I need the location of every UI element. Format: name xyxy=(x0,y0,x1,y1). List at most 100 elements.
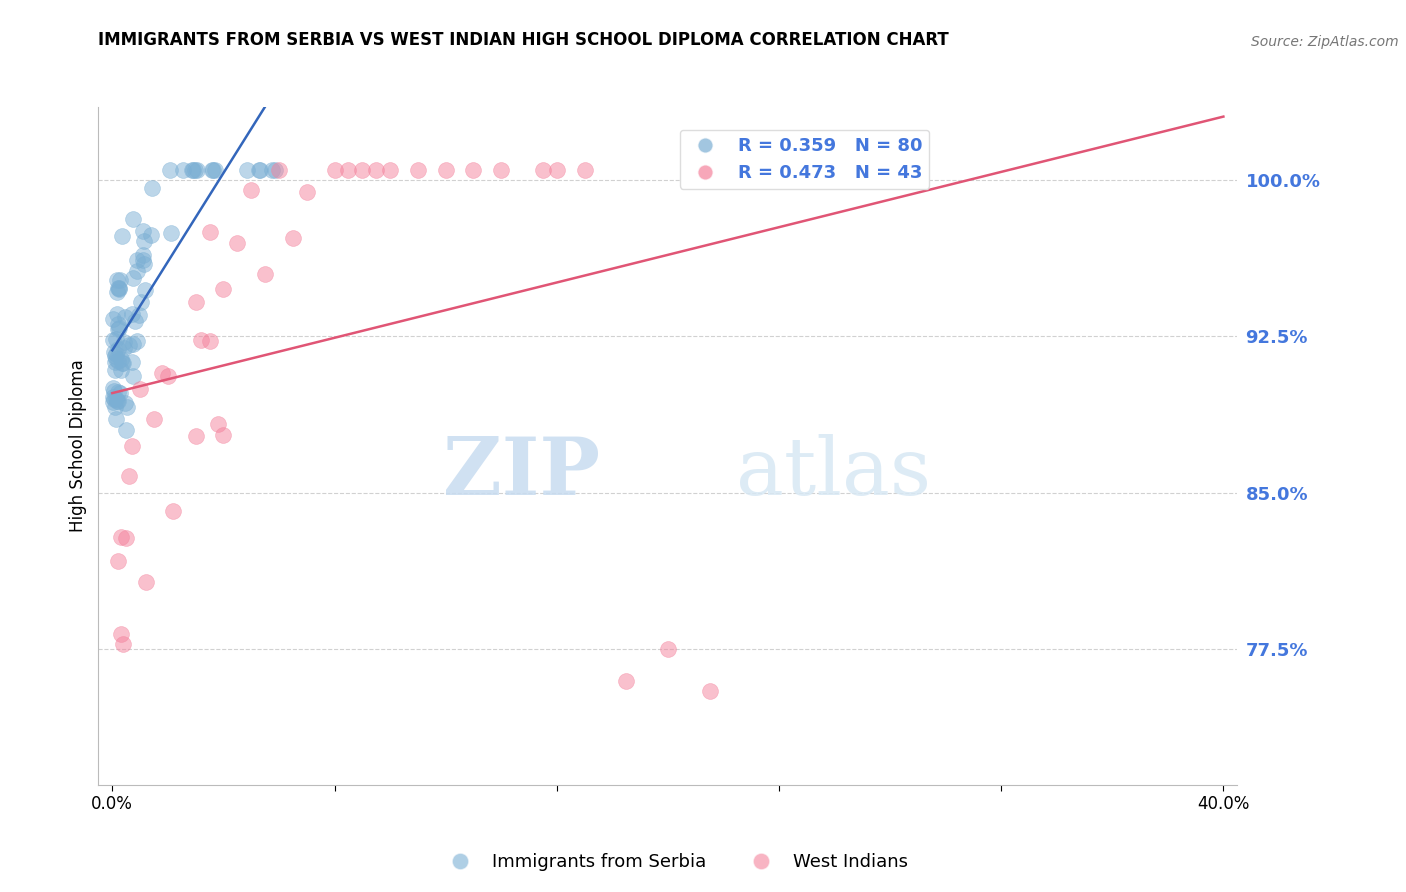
Point xyxy=(531,162,554,177)
Point xyxy=(614,673,637,688)
Point xyxy=(112,341,135,355)
Point xyxy=(105,351,128,366)
Point xyxy=(172,162,194,177)
Point xyxy=(190,334,212,348)
Point xyxy=(378,162,401,177)
Point xyxy=(180,162,202,177)
Point xyxy=(103,381,125,395)
Point xyxy=(198,225,221,239)
Point xyxy=(105,333,128,347)
Point xyxy=(254,267,277,281)
Text: ZIP: ZIP xyxy=(443,434,599,512)
Point xyxy=(204,162,226,177)
Point xyxy=(108,321,131,335)
Point xyxy=(108,385,131,400)
Point xyxy=(101,312,124,326)
Legend: Immigrants from Serbia, West Indians: Immigrants from Serbia, West Indians xyxy=(434,847,915,879)
Point xyxy=(202,162,225,177)
Point xyxy=(132,247,155,261)
Point xyxy=(121,271,143,285)
Point xyxy=(262,162,284,177)
Point xyxy=(121,369,143,384)
Point xyxy=(121,439,143,453)
Point xyxy=(115,531,138,545)
Point xyxy=(134,283,156,297)
Point xyxy=(135,574,157,589)
Point xyxy=(104,363,127,377)
Point xyxy=(112,637,135,651)
Point xyxy=(406,162,429,177)
Point xyxy=(132,256,155,270)
Point xyxy=(131,253,153,268)
Legend: R = 0.359   N = 80, R = 0.473   N = 43: R = 0.359 N = 80, R = 0.473 N = 43 xyxy=(679,129,929,189)
Point xyxy=(108,280,131,294)
Point xyxy=(110,627,132,641)
Point xyxy=(186,162,208,177)
Point xyxy=(110,352,132,367)
Point xyxy=(103,384,125,399)
Point xyxy=(107,554,129,568)
Point xyxy=(267,162,290,177)
Point xyxy=(124,313,146,327)
Point xyxy=(107,317,129,331)
Point xyxy=(107,321,129,335)
Point xyxy=(162,504,184,518)
Point xyxy=(118,338,141,352)
Text: atlas: atlas xyxy=(737,434,931,512)
Point xyxy=(159,162,181,177)
Point xyxy=(337,162,360,177)
Point xyxy=(114,310,136,325)
Point xyxy=(107,281,129,295)
Point xyxy=(108,273,131,287)
Point xyxy=(699,684,721,698)
Point xyxy=(107,385,129,400)
Point xyxy=(121,307,143,321)
Point xyxy=(104,354,127,368)
Point xyxy=(212,282,235,296)
Point xyxy=(323,162,346,177)
Point xyxy=(141,181,163,195)
Point xyxy=(105,285,128,300)
Point xyxy=(198,334,221,348)
Point xyxy=(105,347,128,361)
Point xyxy=(295,185,318,199)
Point xyxy=(105,412,128,426)
Point xyxy=(107,353,129,368)
Point xyxy=(235,162,257,177)
Point xyxy=(125,264,148,278)
Point xyxy=(107,342,129,356)
Point xyxy=(184,429,207,443)
Point xyxy=(101,394,124,409)
Point xyxy=(143,412,166,426)
Point xyxy=(115,424,138,438)
Point xyxy=(101,391,124,405)
Point xyxy=(201,162,224,177)
Point xyxy=(132,234,155,248)
Point xyxy=(183,162,205,177)
Point xyxy=(249,162,271,177)
Point xyxy=(104,400,127,414)
Point xyxy=(104,349,127,363)
Point xyxy=(111,356,134,370)
Point xyxy=(122,337,145,351)
Point xyxy=(105,273,128,287)
Point xyxy=(156,368,179,383)
Point xyxy=(118,469,141,483)
Point xyxy=(574,162,596,177)
Point xyxy=(181,162,204,177)
Point xyxy=(125,334,148,348)
Point xyxy=(657,642,679,657)
Point xyxy=(434,162,457,177)
Point xyxy=(281,231,304,245)
Point xyxy=(546,162,568,177)
Point xyxy=(128,308,150,322)
Point xyxy=(104,392,127,406)
Point xyxy=(463,162,485,177)
Point xyxy=(112,335,135,350)
Point xyxy=(129,295,152,310)
Point xyxy=(263,162,285,177)
Text: IMMIGRANTS FROM SERBIA VS WEST INDIAN HIGH SCHOOL DIPLOMA CORRELATION CHART: IMMIGRANTS FROM SERBIA VS WEST INDIAN HI… xyxy=(98,31,949,49)
Point xyxy=(740,162,762,177)
Point xyxy=(366,162,388,177)
Point xyxy=(207,417,229,432)
